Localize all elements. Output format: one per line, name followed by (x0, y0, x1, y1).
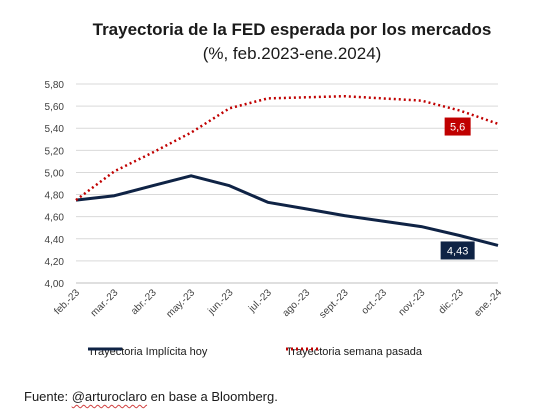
y-tick-label: 5,20 (45, 146, 65, 157)
annotation-label: 5,6 (450, 122, 465, 134)
x-tick-label: jul.-23 (246, 287, 274, 315)
y-tick-label: 4,60 (45, 213, 65, 224)
x-tick-label: dic.-23 (437, 287, 466, 316)
legend-item-implicit: Trayectoria Implícita hoy (88, 346, 207, 358)
x-tick-label: oct.-23 (360, 287, 390, 317)
annotation-label: 4,43 (447, 245, 468, 257)
chart-subtitle: (%, feb.2023-ene.2024) (202, 44, 382, 63)
annotation-box (444, 117, 471, 136)
y-tick-label: 5,00 (45, 168, 65, 179)
chart-title: Trayectoria de la FED esperada por los m… (92, 20, 492, 39)
x-tick-label: ene.-24 (472, 287, 504, 319)
source-note: Fuente: @arturoclaro en base a Bloomberg… (24, 389, 278, 404)
chart-legend: Trayectoria Implícita hoy Trayectoria se… (0, 346, 544, 362)
x-tick-label: mar.-23 (89, 287, 121, 319)
legend-swatch-implicit (88, 347, 122, 351)
series-line-last-week (75, 94, 499, 202)
y-tick-label: 5,40 (45, 124, 65, 135)
source-handle: @arturoclaro (71, 389, 148, 404)
source-suffix: en base a Bloomberg. (147, 389, 278, 404)
series-line-implicit (75, 174, 499, 247)
y-tick-label: 4,80 (45, 191, 65, 202)
x-tick-label: nov.-23 (397, 287, 428, 318)
x-tick-label: feb.-23 (52, 287, 82, 317)
x-tick-label: jun.-23 (205, 287, 235, 317)
annotation-box (440, 241, 475, 260)
x-tick-label: ago.-23 (281, 287, 313, 319)
y-tick-label: 4,00 (45, 279, 65, 290)
y-tick-label: 5,80 (45, 80, 65, 91)
x-tick-label: sept.-23 (317, 287, 351, 321)
legend-label-last-week: Trayectoria semana pasada (286, 346, 422, 358)
source-prefix: Fuente: (24, 389, 72, 404)
y-tick-label: 5,60 (45, 102, 65, 113)
y-tick-label: 4,40 (45, 235, 65, 246)
legend-swatch-last-week (286, 347, 320, 351)
x-tick-label: abr.-23 (129, 287, 159, 317)
y-tick-label: 4,20 (45, 257, 65, 268)
x-tick-label: may.-23 (164, 287, 197, 320)
legend-item-last-week: Trayectoria semana pasada (286, 346, 422, 358)
